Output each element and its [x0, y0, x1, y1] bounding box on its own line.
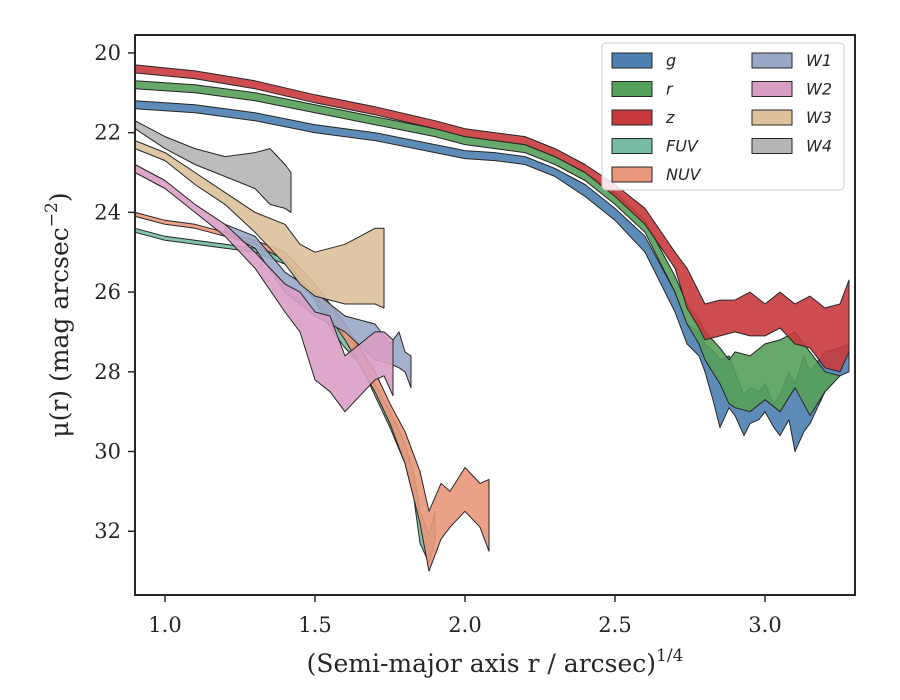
x-tick-label: 1.0 — [148, 613, 181, 637]
series-band-w4 — [134, 120, 292, 213]
legend-item-z: z — [611, 108, 675, 127]
series-layer — [134, 64, 850, 572]
legend-swatch — [751, 81, 793, 97]
series-band-g — [134, 100, 850, 452]
series-band-w3 — [134, 140, 385, 309]
y-tick-label: 32 — [94, 519, 121, 543]
legend-item-nuv: NUV — [611, 165, 702, 184]
series-band-z — [134, 64, 850, 373]
legend-label: NUV — [666, 165, 702, 184]
y-tick-label: 28 — [94, 360, 121, 384]
x-axis: 1.0 1.5 2.0 2.5 3.0 — [148, 595, 782, 637]
x-axis-label: (Semi-major axis r / arcsec)1/4 — [307, 646, 684, 678]
legend-label: FUV — [666, 137, 699, 156]
legend-swatch — [611, 109, 653, 126]
legend-swatch — [611, 138, 653, 154]
legend-label: g — [666, 51, 676, 70]
legend-label: W1 — [806, 51, 832, 70]
legend-swatch — [751, 138, 793, 154]
legend-item-g: g — [611, 51, 676, 70]
legend-swatch — [611, 52, 653, 69]
legend-item-r: r — [611, 80, 674, 99]
legend: grz FUV NUV W1 W2 W3 W4 — [601, 42, 845, 191]
legend-label: W3 — [806, 108, 832, 127]
y-axis: 20 22 24 26 28 30 32 — [94, 41, 135, 543]
legend-swatch — [611, 166, 653, 183]
y-tick-label: 22 — [94, 121, 121, 145]
legend-label: r — [666, 80, 674, 99]
y-tick-label: 26 — [94, 280, 121, 304]
series-band-w2 — [134, 164, 394, 413]
x-tick-label: 2.0 — [448, 613, 481, 637]
y-tick-label: 30 — [94, 440, 121, 464]
legend-item-w1: W1 — [751, 51, 832, 70]
y-tick-label: 24 — [94, 200, 121, 224]
y-tick-label: 20 — [94, 41, 121, 65]
legend-swatch — [611, 81, 653, 97]
x-tick-label: 2.5 — [598, 613, 631, 637]
legend-swatch — [751, 52, 793, 69]
x-tick-label: 1.5 — [298, 613, 331, 637]
x-tick-label: 3.0 — [748, 613, 781, 637]
legend-swatch — [751, 109, 793, 126]
plot-frame — [134, 34, 856, 596]
legend-label: W4 — [806, 137, 832, 156]
legend-item-fuv: FUV — [611, 137, 699, 156]
legend-item-w3: W3 — [751, 108, 832, 127]
legend-item-w4: W4 — [751, 137, 832, 156]
y-axis-label: μ(r) (mag arcsec−2) — [42, 192, 74, 437]
legend-item-w2: W2 — [751, 80, 832, 99]
legend-label: W2 — [806, 80, 832, 99]
legend-label: z — [665, 108, 675, 127]
